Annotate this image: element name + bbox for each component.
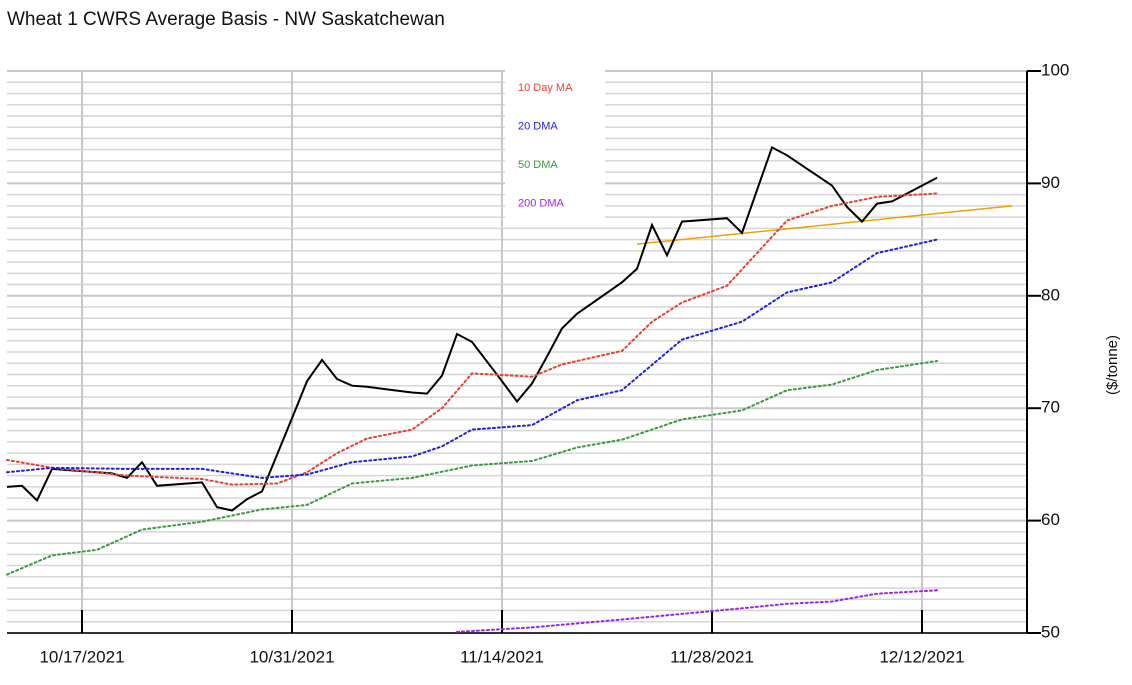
chart-title: Wheat 1 CWRS Average Basis - NW Saskatch…	[7, 9, 445, 30]
y-tick-label: 100	[1041, 60, 1069, 79]
legend-label: 50 DMA	[518, 159, 558, 171]
series-line	[6, 360, 938, 576]
y-tick-label: 80	[1041, 285, 1060, 304]
x-tick-label: 10/17/2021	[39, 647, 124, 666]
series-line	[456, 589, 938, 633]
x-tick-label: 10/31/2021	[249, 647, 334, 666]
y-tick-label: 60	[1041, 510, 1060, 529]
y-tick-label: 90	[1041, 173, 1060, 192]
x-tick-label: 12/12/2021	[879, 647, 964, 666]
legend-label: 200 DMA	[518, 197, 565, 209]
x-tick-label: 11/28/2021	[670, 647, 754, 666]
legend-box	[505, 70, 605, 220]
series-line	[6, 145, 938, 512]
trend-line	[636, 205, 1013, 245]
legend-label: 20 DMA	[518, 120, 558, 132]
y-axis-label: ($/tonne)	[1104, 335, 1121, 395]
y-tick-label: 50	[1041, 622, 1060, 641]
series-line	[6, 192, 938, 486]
x-tick-label: 11/14/2021	[460, 647, 544, 666]
series-line	[6, 238, 938, 479]
y-tick-label: 70	[1041, 398, 1060, 417]
legend-label: 10 Day MA	[518, 82, 573, 94]
